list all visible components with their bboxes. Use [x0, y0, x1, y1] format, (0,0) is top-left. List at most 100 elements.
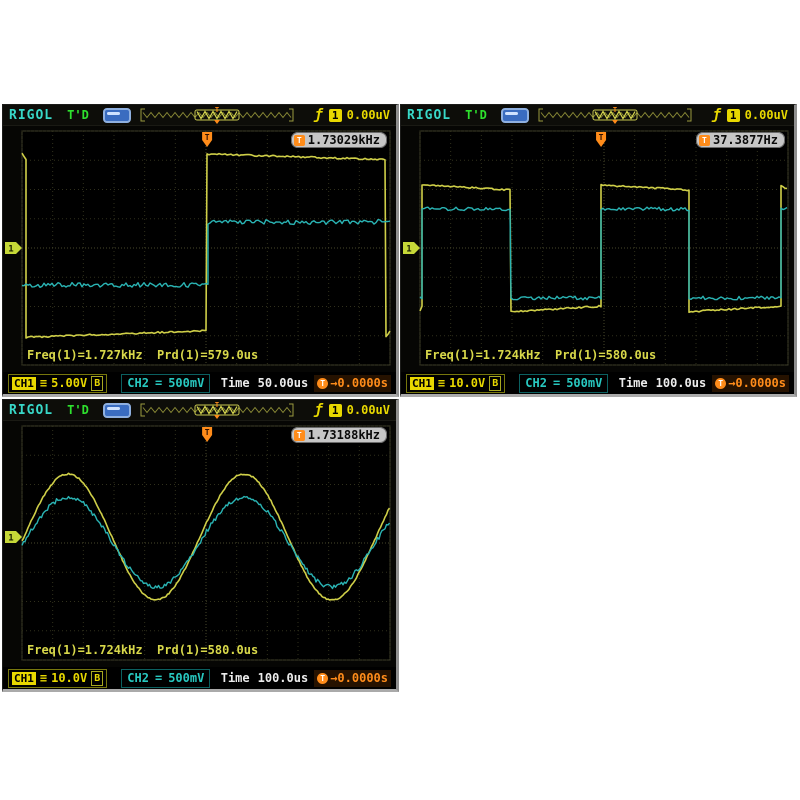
svg-text:T: T [215, 106, 219, 114]
trigger-offset-value: →0.0000s [330, 376, 388, 390]
time-label: Time [618, 376, 648, 390]
svg-text:1: 1 [8, 245, 13, 255]
trigger-offset-icon: T [317, 672, 329, 684]
trigger-status: T'D [67, 108, 89, 122]
trigger-slope-icon: ƒ [314, 107, 323, 123]
trigger-offset-icon: T [715, 377, 727, 389]
frequency-counter-value: 37.3877Hz [712, 133, 778, 147]
rigol-logo: RIGOL [407, 107, 452, 123]
ch2-scale-value: 500mV [168, 376, 205, 390]
measurement-readout: Freq(1)=1.727kHz Prd(1)=579.0us [27, 348, 259, 362]
ch2-scale-value: 500mV [566, 376, 603, 390]
ch1-scale-value: 10.0V [51, 671, 88, 685]
trigger-level-value: 0.00uV [346, 108, 390, 122]
trigger-offset-value: →0.0000s [330, 671, 388, 685]
ch1-label: CH1 [12, 671, 36, 685]
trigger-offset-status: T →0.0000s [712, 374, 789, 392]
ch2-label: CH2 [525, 376, 547, 390]
ch1-scale-value: 10.0V [449, 376, 486, 390]
trigger-slope-icon: ƒ [314, 402, 323, 418]
svg-text:T: T [215, 401, 219, 409]
ch1-coupling-icon: ≡ [39, 671, 48, 685]
ch1-bandwidth-badge: B [489, 375, 502, 391]
frequency-counter-badge: T 1.73029kHz [290, 132, 387, 148]
trigger-icon: T [293, 134, 305, 146]
ch2-status: CH2 = 500mV [121, 373, 211, 393]
scope-header: RIGOL T'D T ƒ 1 0.00uV [3, 105, 396, 126]
frequency-counter-badge: T 37.3877Hz [695, 132, 785, 148]
ch2-coupling-icon: = [154, 376, 163, 390]
trigger-offset-status: T →0.0000s [314, 374, 391, 392]
trigger-offset-value: →0.0000s [728, 376, 786, 390]
horizontal-position-bar: T [140, 106, 294, 124]
trigger-level-value: 0.00uV [744, 108, 788, 122]
ch1-scale-value: 5.00V [51, 376, 88, 390]
time-label: Time [220, 376, 250, 390]
rigol-logo: RIGOL [9, 107, 54, 123]
ch2-coupling-icon: = [552, 376, 561, 390]
waveform-display: T1 [403, 130, 789, 366]
ch1-status: CH1 ≡ 10.0V B [406, 373, 506, 393]
battery-fill [106, 406, 120, 410]
ch1-bandwidth-badge: B [91, 670, 104, 686]
timebase-status: Time 50.00us [221, 376, 308, 390]
trigger-source-badge: 1 [328, 403, 342, 417]
ch2-scale-value: 500mV [168, 671, 205, 685]
trigger-icon: T [698, 134, 710, 146]
time-scale-value: 50.00us [257, 376, 309, 390]
trigger-source-badge: 1 [726, 108, 740, 122]
frequency-counter-value: 1.73029kHz [307, 133, 380, 147]
ch2-coupling-icon: = [154, 671, 163, 685]
timebase-status: Time 100.0us [221, 671, 308, 685]
scope-header: RIGOL T'D T ƒ 1 0.00uV [401, 105, 794, 126]
trigger-level-value: 0.00uV [346, 403, 390, 417]
trigger-slope-icon: ƒ [712, 107, 721, 123]
battery-icon [500, 107, 529, 123]
ch2-status: CH2 = 500mV [121, 668, 211, 688]
time-scale-value: 100.0us [655, 376, 707, 390]
svg-text:T: T [613, 106, 617, 114]
frequency-counter-value: 1.73188kHz [307, 428, 380, 442]
ch1-coupling-icon: ≡ [437, 376, 446, 390]
svg-text:T: T [599, 133, 604, 142]
horizontal-position-bar: T [538, 106, 692, 124]
trigger-status: T'D [465, 108, 487, 122]
svg-text:T: T [205, 428, 210, 437]
ch2-label: CH2 [127, 671, 149, 685]
trigger-offset-status: T →0.0000s [314, 669, 391, 687]
battery-icon [102, 402, 131, 418]
ch1-bandwidth-badge: B [91, 375, 104, 391]
measurement-readout: Freq(1)=1.724kHz Prd(1)=580.0us [27, 643, 259, 657]
battery-icon [102, 107, 131, 123]
svg-text:1: 1 [8, 534, 13, 544]
status-bar: CH1 ≡ 10.0V B CH2 = 500mV Time 100.0us T … [401, 372, 794, 394]
ch1-coupling-icon: ≡ [39, 376, 48, 390]
rigol-logo: RIGOL [9, 402, 54, 418]
scope-header: RIGOL T'D T ƒ 1 0.00uV [3, 400, 396, 421]
svg-text:T: T [205, 133, 210, 142]
measurement-readout: Freq(1)=1.724kHz Prd(1)=580.0us [425, 348, 657, 362]
waveform-display: T1 [5, 425, 391, 661]
battery-fill [504, 111, 518, 115]
svg-text:1: 1 [406, 245, 411, 255]
trigger-icon: T [293, 429, 305, 441]
ch1-status: CH1 ≡ 5.00V B [8, 373, 108, 393]
trigger-offset-icon: T [317, 377, 329, 389]
trigger-source-badge: 1 [328, 108, 342, 122]
ch1-status: CH1 ≡ 10.0V B [8, 668, 108, 688]
trigger-status: T'D [67, 403, 89, 417]
battery-fill [106, 111, 120, 115]
ch1-label: CH1 [12, 376, 36, 390]
status-bar: CH1 ≡ 10.0V B CH2 = 500mV Time 100.0us T … [3, 667, 396, 689]
time-scale-value: 100.0us [257, 671, 309, 685]
horizontal-position-bar: T [140, 401, 294, 419]
ch1-label: CH1 [410, 376, 434, 390]
status-bar: CH1 ≡ 5.00V B CH2 = 500mV Time 50.00us T … [3, 372, 396, 394]
ch2-status: CH2 = 500mV [519, 373, 609, 393]
waveform-display: T1 [5, 130, 391, 366]
timebase-status: Time 100.0us [619, 376, 706, 390]
time-label: Time [220, 671, 250, 685]
